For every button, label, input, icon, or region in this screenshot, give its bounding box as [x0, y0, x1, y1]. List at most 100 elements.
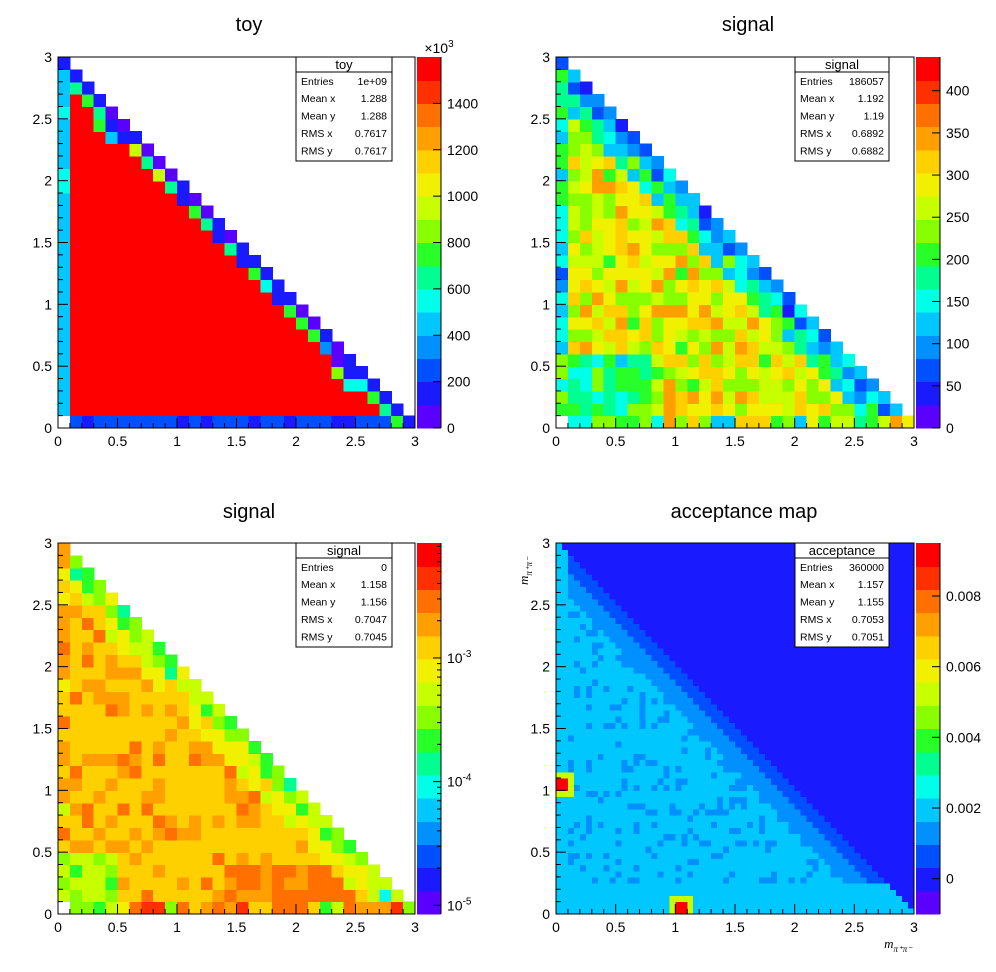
heatmap-cell: [782, 543, 790, 550]
heatmap-cell: [735, 415, 748, 429]
heatmap-cell: [824, 648, 832, 655]
heatmap-cell: [153, 180, 166, 194]
heatmap-cell: [735, 895, 742, 903]
heatmap-cell: [556, 291, 569, 305]
heatmap-cell: [758, 648, 766, 655]
heatmap-cell: [597, 870, 605, 878]
heatmap-cell: [824, 771, 832, 779]
heatmap-cell: [776, 907, 784, 915]
heatmap-cell: [657, 852, 664, 859]
heatmap-cell: [236, 279, 249, 293]
heatmap-cell: [585, 734, 593, 742]
heatmap-cell: [212, 304, 226, 318]
heatmap-cell: [561, 759, 569, 767]
heatmap-cell: [818, 802, 826, 810]
heatmap-cell: [69, 839, 83, 853]
heatmap-cell: [561, 573, 569, 581]
heatmap-cell: [693, 648, 700, 655]
heatmap-cell: [260, 802, 273, 816]
heatmap-cell: [93, 703, 107, 717]
heatmap-cell: [645, 845, 653, 853]
heatmap-cell: [651, 660, 659, 668]
heatmap-cell: [556, 193, 569, 206]
heatmap-cell: [866, 666, 873, 674]
heatmap-cell: [93, 230, 107, 244]
heatmap-cell: [723, 703, 730, 711]
heatmap-cell: [675, 833, 682, 841]
heatmap-cell: [657, 592, 664, 600]
y-tick-label: 1: [542, 296, 550, 312]
heatmap-cell: [260, 876, 273, 890]
heatmap-cell: [657, 611, 664, 618]
heatmap-cell: [573, 833, 581, 841]
heatmap-cell: [657, 672, 664, 680]
heatmap-cell: [260, 267, 273, 281]
heatmap-cell: [675, 747, 682, 754]
heatmap-cell: [723, 623, 730, 631]
heatmap-cell: [561, 691, 569, 699]
heatmap-cell: [758, 858, 766, 866]
heatmap-cell: [633, 808, 641, 816]
heatmap-cell: [307, 901, 321, 915]
heatmap-cell: [848, 901, 855, 909]
heatmap-cell: [591, 753, 599, 761]
heatmap-cell: [770, 716, 778, 723]
heatmap-cell: [81, 852, 95, 866]
heatmap-cell: [105, 790, 119, 804]
heatmap-cell: [705, 586, 712, 594]
heatmap-cell: [591, 839, 599, 847]
heatmap-cell: [615, 573, 623, 581]
heatmap-cell: [735, 679, 742, 686]
heatmap-cell: [812, 895, 820, 903]
heatmap-cell: [591, 390, 605, 404]
heatmap-cell: [729, 864, 736, 872]
y-tick-label: 2.5: [33, 597, 53, 613]
heatmap-cell: [141, 205, 154, 219]
heatmap-cell: [681, 827, 688, 835]
heatmap-cell: [627, 858, 635, 866]
heatmap-cell: [639, 703, 647, 711]
heatmap-cell: [854, 415, 867, 429]
heatmap-cell: [830, 907, 838, 915]
heatmap-cell: [854, 697, 861, 705]
heatmap-cell: [603, 808, 611, 816]
heatmap-cell: [782, 366, 796, 380]
heatmap-cell: [609, 617, 617, 624]
heatmap-cell: [866, 784, 873, 791]
heatmap-cell: [669, 666, 676, 674]
palette-swatch: [916, 57, 940, 81]
heatmap-cell: [567, 230, 581, 244]
heatmap-cell: [776, 685, 784, 692]
heatmap-cell: [687, 728, 694, 736]
heatmap-cell: [141, 390, 154, 404]
heatmap-cell: [651, 611, 659, 618]
heatmap-cell: [735, 403, 748, 417]
heatmap-cell: [212, 267, 226, 281]
heatmap-cell: [806, 685, 814, 692]
heatmap-cell: [591, 796, 599, 804]
heatmap-cell: [236, 267, 249, 281]
z-exponent-label: ×103: [424, 39, 454, 56]
heatmap-cell: [854, 895, 861, 903]
heatmap-cell: [177, 341, 190, 355]
heatmap-cells: [556, 57, 915, 429]
heatmap-cell: [669, 697, 676, 705]
heatmap-cell: [615, 833, 623, 841]
heatmap-cell: [681, 598, 688, 606]
heatmap-cell: [675, 796, 682, 804]
heatmap-cell: [705, 635, 712, 643]
z-tick-label: 1000: [447, 188, 478, 204]
heatmap-cell: [842, 808, 849, 816]
heatmap-cell: [842, 679, 849, 686]
heatmap-cell: [842, 759, 849, 767]
heatmap-cell: [129, 765, 142, 779]
heatmap-cell: [585, 907, 593, 915]
heatmap-cell: [842, 833, 849, 841]
heatmap-cell: [854, 672, 861, 680]
heatmap-cell: [782, 598, 790, 606]
heatmap-cell: [585, 580, 593, 587]
heatmap-cell: [788, 567, 796, 575]
heatmap-cell: [669, 759, 676, 767]
heatmap-cell: [776, 883, 784, 890]
heatmap-cell: [651, 697, 659, 705]
